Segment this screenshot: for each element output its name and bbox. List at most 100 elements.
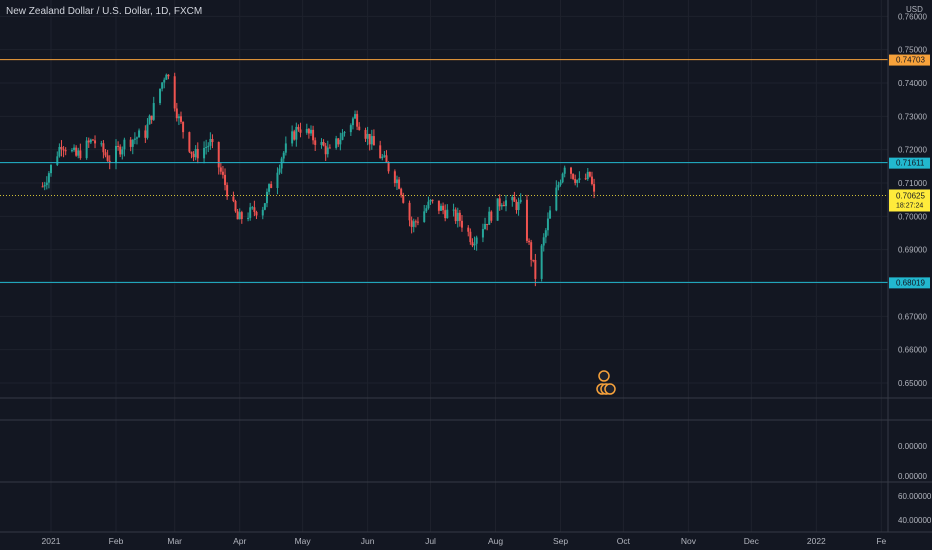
candle-body: [276, 172, 279, 188]
subpane-tick-label: 0.00000: [898, 442, 927, 451]
candle: [135, 136, 138, 145]
price-tick-label: 0.76000: [898, 12, 927, 21]
candle-body: [240, 212, 243, 219]
candle: [310, 125, 312, 136]
candle: [255, 210, 258, 220]
event-icon[interactable]: [598, 370, 610, 382]
time-tick-label: 2022: [807, 536, 826, 546]
candle: [442, 202, 445, 215]
candle-body: [356, 114, 359, 127]
candle-body: [144, 130, 147, 138]
candle-body: [47, 173, 50, 183]
candle-body: [475, 237, 478, 244]
candle: [249, 202, 252, 221]
time-tick-label: May: [295, 536, 312, 546]
candle-body: [131, 139, 134, 147]
time-tick-label: Oct: [617, 536, 631, 546]
candle-body: [180, 116, 182, 122]
candle-body: [270, 184, 273, 188]
candle-body: [337, 138, 340, 145]
price-axis[interactable]: 0.76000 0.75000 0.74000 0.73000 0.72000 0.710…: [889, 5, 932, 525]
price-tick-label: 0.66000: [898, 346, 927, 355]
candle-body: [305, 128, 308, 133]
subpane-tick-label: 0.00000: [898, 472, 927, 481]
price-tick-label: 0.75000: [898, 46, 927, 55]
candle: [247, 212, 250, 222]
candle-body: [412, 221, 415, 227]
candle: [148, 114, 151, 125]
current-price-tag: [889, 189, 930, 212]
candle: [481, 223, 484, 243]
candle-body: [555, 187, 558, 211]
candle: [159, 88, 162, 106]
candle-body: [542, 237, 545, 246]
candle: [268, 183, 271, 195]
candle: [211, 134, 214, 149]
candle: [546, 212, 549, 236]
candle: [293, 129, 296, 141]
candle: [437, 200, 440, 215]
candle: [205, 139, 208, 155]
horizontal-levels[interactable]: [0, 59, 888, 283]
candle: [354, 110, 357, 120]
candle: [393, 169, 396, 187]
time-tick-label: Apr: [233, 536, 246, 546]
time-tick-label: Aug: [488, 536, 503, 546]
sub-panes: [0, 0, 932, 533]
candle-body: [232, 196, 235, 202]
candle: [121, 146, 124, 160]
candle: [557, 181, 560, 191]
candle: [129, 137, 132, 152]
event-icons[interactable]: [596, 370, 616, 395]
candle-body: [146, 124, 149, 138]
candle-body: [517, 201, 520, 211]
candle: [456, 207, 459, 228]
candle-body: [400, 188, 403, 196]
candle: [146, 118, 149, 140]
candle-body: [383, 155, 386, 157]
candle: [196, 142, 199, 164]
chart-title: New Zealand Dollar / U.S. Dollar, 1D, FX…: [6, 6, 203, 17]
candle-body: [515, 201, 518, 211]
time-tick-label: Fe: [876, 536, 886, 546]
candle-body: [102, 143, 105, 153]
candle: [335, 135, 338, 150]
candle: [234, 199, 237, 213]
candle-body: [106, 155, 109, 161]
price-tick-label: 0.69000: [898, 246, 927, 255]
candle: [469, 228, 472, 245]
candle: [402, 192, 405, 204]
candle: [312, 125, 315, 145]
candle: [395, 175, 398, 191]
candle-body: [511, 197, 514, 201]
candle: [563, 165, 566, 178]
candle: [297, 124, 300, 132]
candle: [104, 149, 107, 158]
candle-body: [328, 147, 331, 149]
candle: [496, 198, 499, 221]
candle-body: [314, 140, 317, 145]
candle-body: [249, 207, 252, 218]
candle-body: [496, 198, 499, 221]
candle: [364, 127, 367, 142]
candle: [368, 133, 371, 151]
candle: [221, 165, 224, 179]
candle: [115, 139, 117, 170]
time-axis[interactable]: 2021 Feb Mar Apr May Jun Jul Aug Sep Oct Nov Dec 202…: [42, 536, 887, 546]
candle: [253, 200, 256, 217]
candle-body: [123, 139, 126, 150]
candle-body: [62, 149, 65, 151]
candle-body: [559, 182, 562, 185]
candle-body: [58, 146, 61, 157]
candle-body: [446, 209, 449, 219]
candle-body: [322, 141, 325, 146]
candle-body: [502, 204, 505, 207]
candle: [431, 199, 434, 204]
candle-body: [368, 133, 371, 145]
candle: [379, 140, 382, 159]
candle: [299, 122, 302, 138]
event-icon[interactable]: [604, 383, 616, 395]
candle-body: [175, 108, 178, 119]
candle: [238, 208, 241, 220]
